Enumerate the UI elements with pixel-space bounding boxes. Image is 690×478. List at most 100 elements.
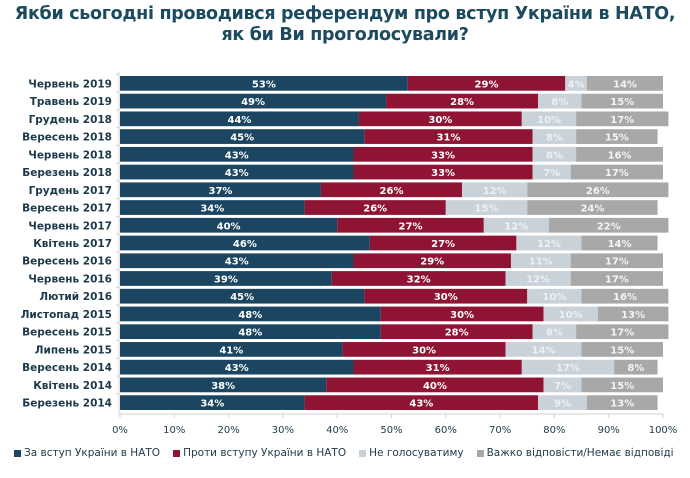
bar-segment-0: [120, 359, 354, 375]
category-label: Вересень 2014: [22, 362, 112, 374]
category-label: Листопад 2015: [21, 309, 112, 321]
bar-segment-1: [320, 182, 463, 198]
data-label: 40%: [217, 221, 241, 232]
bar-segment-0: [120, 76, 408, 91]
category-label: Березень 2014: [22, 398, 112, 410]
bar-segment-3: [576, 129, 658, 144]
bar-segment-1: [364, 288, 528, 304]
bar-segment-2: [521, 111, 577, 127]
x-tick-label: 80%: [543, 425, 565, 436]
bar-segment-2: [516, 235, 582, 251]
legend-item-against-nato: Проти вступу України в НАТО: [173, 447, 346, 459]
category-label: Квітень 2014: [33, 380, 112, 392]
bar-segment-3: [570, 271, 663, 286]
category-label: Червень 2017: [28, 220, 112, 232]
bar-segment-2: [532, 324, 577, 340]
data-label: 49%: [241, 97, 265, 108]
bar-segment-0: [120, 324, 381, 340]
data-label: 14%: [608, 239, 632, 250]
chart-title-line-2: як би Ви проголосували?: [221, 25, 469, 45]
bar-segment-1: [380, 306, 544, 322]
data-label: 40%: [423, 381, 447, 392]
x-tick-label: 0%: [112, 425, 128, 436]
bar-segment-3: [527, 182, 669, 198]
bar-segment-1: [337, 217, 484, 233]
category-label: Грудень 2018: [29, 114, 112, 126]
bar-segment-3: [586, 395, 658, 410]
data-label: 9%: [554, 399, 571, 410]
bar-segment-2: [543, 306, 598, 322]
bar-segment-2: [543, 377, 582, 393]
bar-segment-3: [527, 200, 658, 215]
data-label: 30%: [428, 115, 452, 126]
bar-segment-1: [326, 377, 544, 393]
bar-segment-3: [581, 377, 663, 393]
bar-segment-3: [576, 111, 669, 127]
bar-segment-0: [120, 342, 343, 357]
data-label: 15%: [475, 204, 499, 215]
data-label: 7%: [554, 381, 571, 392]
bar-segment-3: [570, 253, 663, 269]
bar-segment-2: [505, 271, 571, 286]
legend-item-undecided: Важко відповісти/Немає відповіді: [476, 447, 674, 459]
data-label: 12%: [483, 186, 507, 197]
data-label: 48%: [238, 310, 262, 321]
data-label: 26%: [586, 186, 610, 197]
category-label: Вересень 2015: [22, 327, 112, 339]
bar-segment-1: [331, 271, 506, 286]
x-tick-label: 100%: [649, 425, 678, 436]
data-label: 39%: [214, 274, 238, 285]
data-label: 12%: [537, 239, 561, 250]
chart-title: Якби сьогодні проводився референдум про …: [0, 4, 690, 46]
bar-segment-3: [570, 164, 663, 180]
legend-swatch-against: [173, 449, 181, 457]
bar-segment-0: [120, 271, 332, 286]
category-label: Квітень 2017: [33, 238, 112, 250]
data-label: 30%: [412, 345, 436, 356]
bar-segment-2: [527, 288, 582, 304]
bar-segment-0: [120, 235, 370, 251]
category-label: Червень 2018: [28, 149, 112, 161]
x-tick-label: 70%: [489, 425, 511, 436]
bar-segment-2: [462, 182, 528, 198]
bar-segment-2: [538, 395, 587, 410]
x-tick-label: 50%: [380, 425, 402, 436]
bar-segment-1: [364, 129, 533, 144]
legend: За вступ України в НАТО Проти вступу Укр…: [14, 447, 687, 459]
bar-segment-2: [521, 359, 615, 375]
data-label: 12%: [526, 274, 550, 285]
bar-segment-3: [581, 93, 663, 109]
data-label: 27%: [399, 221, 423, 232]
bar-segment-2: [532, 146, 577, 162]
category-label: Липень 2015: [35, 344, 112, 356]
data-label: 15%: [610, 381, 634, 392]
category-label: Вересень 2018: [22, 132, 112, 144]
data-label: 48%: [238, 328, 262, 339]
bar-segment-1: [353, 253, 511, 269]
data-label: 13%: [610, 399, 634, 410]
legend-label-for: За вступ України в НАТО: [24, 447, 161, 459]
bar-segment-2: [565, 76, 587, 91]
legend-swatch-for: [14, 449, 21, 457]
data-label: 27%: [431, 239, 455, 250]
x-tick-label: 10%: [163, 425, 185, 436]
data-label: 15%: [610, 345, 634, 356]
data-label: 31%: [437, 133, 461, 144]
data-label: 8%: [546, 328, 563, 339]
data-label: 16%: [608, 150, 632, 161]
bar-segment-0: [120, 395, 305, 410]
bar-segment-3: [581, 235, 658, 251]
data-label: 17%: [605, 274, 629, 285]
data-label: 16%: [613, 292, 637, 303]
data-label: 10%: [559, 310, 583, 321]
data-label: 46%: [233, 239, 257, 250]
bar-segment-2: [538, 93, 582, 109]
data-label: 34%: [200, 399, 224, 410]
legend-label-against: Проти вступу України в НАТО: [183, 447, 347, 459]
bar-segment-0: [120, 288, 365, 304]
data-label: 15%: [605, 133, 629, 144]
legend-item-not-voting: Не голосуватиму: [359, 447, 464, 459]
bar-segment-0: [120, 200, 305, 215]
data-label: 8%: [627, 363, 644, 374]
